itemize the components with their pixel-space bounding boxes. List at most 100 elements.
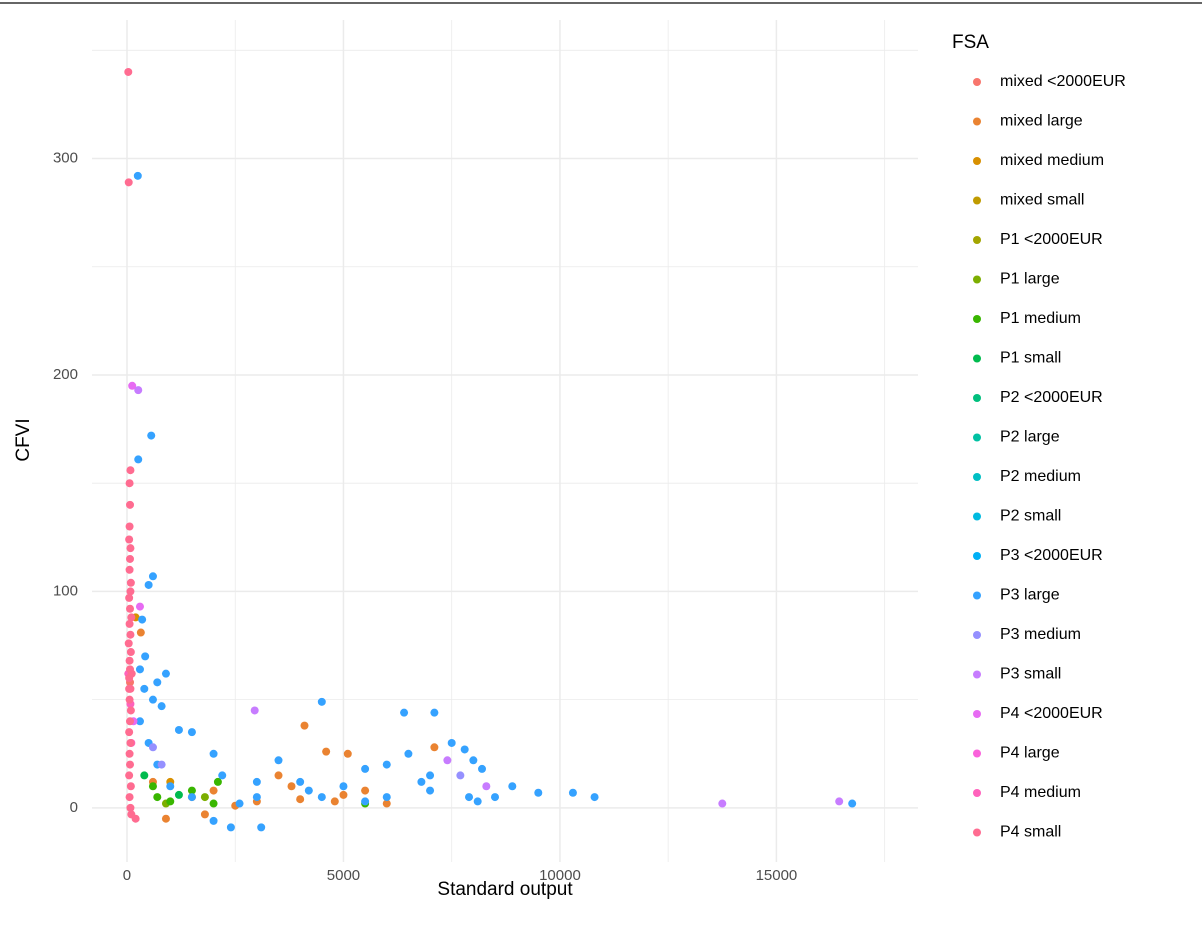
point	[213, 777, 222, 786]
legend-label: mixed <2000EUR	[1000, 73, 1126, 90]
point	[134, 455, 143, 464]
point	[125, 771, 134, 780]
point	[166, 797, 175, 806]
point	[430, 743, 439, 752]
legend-label: P3 small	[1000, 666, 1061, 683]
point	[456, 771, 465, 780]
point	[482, 782, 491, 791]
point	[135, 602, 144, 611]
point	[127, 613, 136, 622]
legend-key	[973, 117, 981, 126]
point	[209, 799, 218, 808]
point	[447, 738, 456, 747]
point	[508, 782, 517, 791]
point	[848, 799, 857, 808]
point	[125, 565, 134, 574]
point	[124, 639, 133, 648]
x-axis-label: Standard output	[437, 879, 573, 900]
y-tick-label: 300	[53, 149, 78, 166]
point	[124, 67, 133, 76]
legend-key	[973, 512, 981, 521]
legend-key	[973, 828, 981, 837]
point	[590, 793, 599, 802]
point	[133, 171, 142, 180]
legend-label: P3 large	[1000, 587, 1060, 604]
point	[568, 788, 577, 797]
point	[339, 790, 348, 799]
point	[125, 619, 134, 628]
point	[426, 771, 435, 780]
point	[250, 706, 259, 715]
legend-label: P4 small	[1000, 824, 1061, 841]
x-tick-label: 10000	[539, 867, 581, 884]
point	[252, 777, 261, 786]
point	[135, 717, 144, 726]
point	[126, 738, 135, 747]
point	[125, 684, 134, 693]
point	[157, 702, 166, 711]
legend-label: P4 large	[1000, 745, 1060, 762]
point	[125, 535, 134, 544]
point	[209, 786, 218, 795]
point	[382, 760, 391, 769]
y-tick-label: 0	[70, 799, 78, 816]
point	[128, 381, 137, 390]
point	[235, 799, 244, 808]
point	[161, 669, 170, 678]
legend-key	[973, 236, 981, 244]
point	[126, 648, 135, 657]
legend-label: mixed medium	[1000, 152, 1104, 169]
legend-label: P2 <2000EUR	[1000, 389, 1103, 406]
point	[166, 782, 175, 791]
legend-label: P1 large	[1000, 271, 1060, 288]
point	[126, 803, 135, 812]
point	[430, 708, 439, 717]
legend-key	[973, 749, 981, 758]
point	[136, 628, 145, 637]
point	[417, 777, 426, 786]
legend-label: mixed small	[1000, 192, 1084, 209]
point	[404, 749, 413, 758]
point	[125, 656, 134, 665]
legend-key	[973, 157, 981, 165]
point	[126, 544, 135, 553]
point	[343, 749, 352, 758]
point	[140, 684, 149, 693]
point	[218, 771, 227, 780]
point	[126, 500, 135, 509]
point	[125, 749, 134, 758]
point	[361, 797, 370, 806]
point	[125, 728, 134, 737]
point	[478, 764, 487, 773]
legend-label: P1 <2000EUR	[1000, 231, 1103, 248]
point	[718, 799, 727, 808]
point	[153, 678, 162, 687]
point	[304, 786, 313, 795]
point	[382, 799, 391, 808]
legend-key	[973, 473, 981, 481]
legend-label: P4 <2000EUR	[1000, 705, 1103, 722]
legend-label: P2 medium	[1000, 468, 1081, 485]
point	[148, 572, 157, 581]
point	[490, 793, 499, 802]
x-tick-label: 0	[123, 867, 131, 884]
point	[469, 756, 478, 765]
point	[460, 745, 469, 754]
point	[126, 554, 135, 563]
point	[426, 786, 435, 795]
legend-key	[973, 78, 981, 86]
y-tick-label: 100	[53, 582, 78, 599]
legend-key	[973, 670, 981, 679]
point	[126, 760, 135, 769]
point	[138, 615, 147, 624]
point	[126, 630, 135, 639]
legend-key	[973, 196, 981, 205]
point	[125, 522, 134, 531]
point	[443, 756, 452, 765]
point	[534, 788, 543, 797]
legend-label: P3 <2000EUR	[1000, 547, 1103, 564]
point	[157, 760, 166, 769]
legend-key	[973, 552, 981, 560]
point	[134, 386, 143, 395]
